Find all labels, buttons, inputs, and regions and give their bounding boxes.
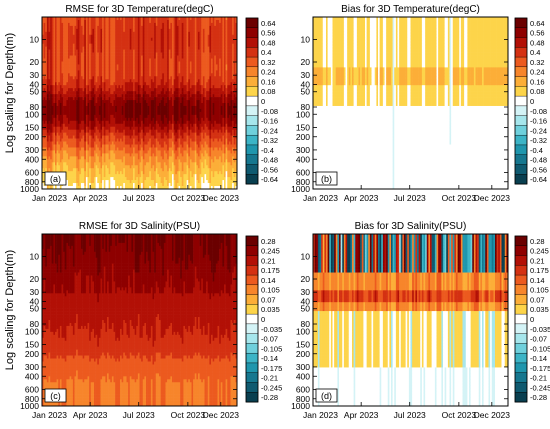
heatmap-cells <box>42 17 237 189</box>
y-axis-label-bottom: Log scaling for Depth(m) <box>4 250 16 370</box>
panel-title: RMSE for 3D Temperature(degC) <box>65 4 213 15</box>
y-axis-label-top: Log scaling for Depth(m) <box>4 33 16 153</box>
panel-rmse_temp: RMSE for 3D Temperature(degC)10203040508… <box>20 4 278 203</box>
